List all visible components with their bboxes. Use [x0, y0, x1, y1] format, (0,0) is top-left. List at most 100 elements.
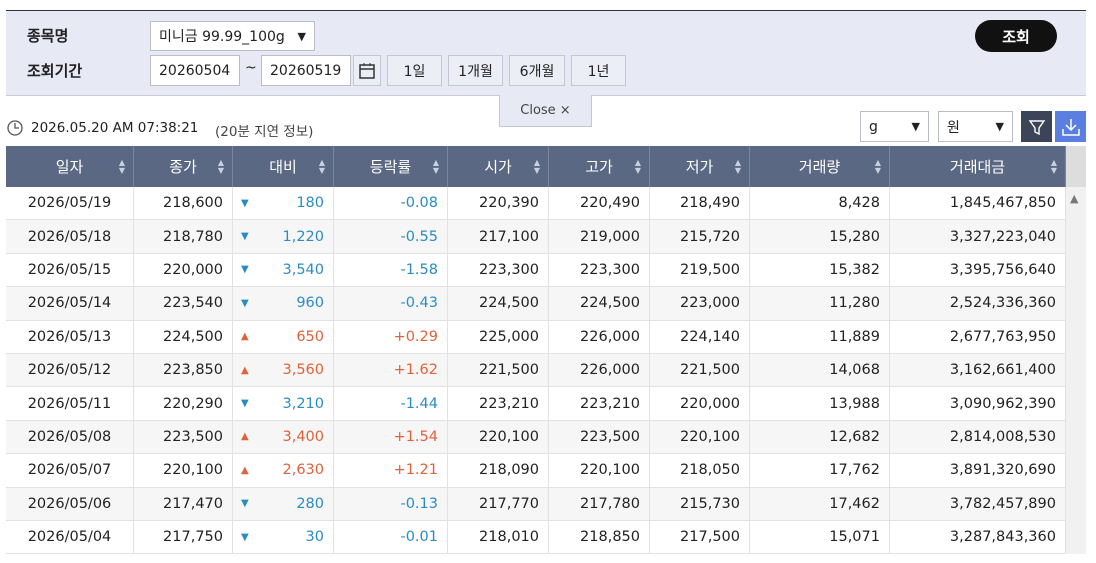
date-sep: ~ [245, 60, 257, 76]
filter-button[interactable] [1021, 111, 1052, 142]
table-cell: +1.62 [334, 354, 448, 387]
table-cell: 3,327,223,040 [890, 220, 1066, 253]
period-button[interactable]: 1개월 [448, 55, 503, 86]
header-cell[interactable]: 시가 ▲ ▼ [448, 146, 549, 187]
header-cell[interactable]: 종가 ▲ ▼ [134, 146, 233, 187]
table-cell: 223,000 [650, 287, 750, 320]
calendar-button[interactable] [353, 55, 381, 86]
table-cell: 217,470 [134, 487, 233, 520]
table-cell: 14,068 [750, 354, 890, 387]
close-tab[interactable]: Close × [499, 95, 592, 127]
table-cell: 217,100 [448, 220, 549, 253]
table-cell: 11,889 [750, 320, 890, 353]
table-cell: 3,400 [233, 420, 334, 454]
table-cell: 218,850 [549, 521, 650, 554]
direction-arrow: ▼ [241, 498, 249, 510]
item-select[interactable]: 미니금 99.99_100g ▼ [150, 21, 315, 51]
sort-icon: ▲ ▼ [432, 157, 439, 175]
sort-icon: ▲ ▼ [533, 157, 540, 175]
header-text: 고가 [585, 158, 613, 176]
table-cell: 3,782,457,890 [890, 487, 1066, 520]
table-cell: 223,210 [448, 387, 549, 420]
sort-icon: ▲ ▼ [874, 157, 881, 175]
period-button[interactable]: 6개월 [509, 55, 565, 86]
header-text: 저가 [685, 158, 714, 176]
header-text: 등락률 [369, 158, 412, 176]
table-row: 2026/05/07 220,100 ▲ 2,630 +1.21 218,090 220,1… [6, 454, 1066, 488]
header-cell[interactable]: 일자 ▲ ▼ [6, 146, 134, 187]
sort-icon: ▲ ▼ [318, 157, 325, 175]
table-cell: 224,140 [650, 320, 750, 353]
table-cell: 2,677,763,950 [890, 320, 1066, 353]
period-button[interactable]: 1년 [571, 55, 626, 86]
table-cell: 223,300 [549, 253, 650, 287]
header-cell[interactable]: 거래량 ▲ ▼ [750, 146, 890, 187]
table-cell: 17,762 [750, 454, 890, 487]
search-button[interactable]: 조회 [975, 20, 1057, 52]
direction-arrow: ▼ [241, 197, 249, 209]
direction-arrow: ▼ [241, 398, 249, 410]
header-cell[interactable]: 등락률 ▲ ▼ [334, 146, 448, 187]
period-button[interactable]: 1일 [387, 55, 442, 86]
download-button[interactable] [1055, 111, 1086, 142]
item-label: 종목명 [27, 27, 69, 45]
filter-icon [1028, 119, 1045, 135]
direction-arrow: ▲ [241, 364, 249, 376]
table-cell: 221,500 [448, 354, 549, 387]
header-text: 시가 [484, 158, 512, 176]
table-cell: 15,280 [750, 220, 890, 253]
header-cell[interactable]: 저가 ▲ ▼ [650, 146, 750, 187]
data-table: 일자 ▲ ▼ 종가 ▲ ▼ 대비 ▲ ▼ 등락률 ▲ ▼ 시가 ▲ ▼ 고가 ▲ ▼ 저가 ▲ ▼ 거래량 ▲ ▼ 거래대금 ▲ ▼… [6, 146, 1066, 555]
table-cell: 13,988 [750, 387, 890, 420]
table-cell: 220,490 [549, 187, 650, 220]
header-cell[interactable]: 고가 ▲ ▼ [549, 146, 650, 187]
header-text: 거래대금 [949, 158, 1006, 176]
table-cell: 217,780 [549, 487, 650, 520]
table-cell: 221,500 [650, 354, 750, 387]
table-cell: 3,540 [233, 253, 334, 287]
table-cell: 220,000 [650, 387, 750, 420]
table-cell: 15,382 [750, 253, 890, 287]
header-cell[interactable]: 대비 ▲ ▼ [233, 146, 334, 187]
item-select-text: 미니금 99.99_100g [159, 29, 285, 45]
unit-select[interactable]: g ▼ [860, 111, 929, 142]
table-cell: 217,770 [448, 487, 549, 520]
unit-text: g [869, 118, 878, 135]
table-cell: 2026/05/11 [6, 387, 134, 420]
table-cell: 223,850 [134, 354, 233, 387]
table-cell: 225,000 [448, 320, 549, 353]
table-cell: -0.13 [334, 487, 448, 520]
scrollbar[interactable]: ▲ [1066, 146, 1086, 554]
direction-arrow: ▼ [241, 297, 249, 309]
table-cell: 3,891,320,690 [890, 454, 1066, 487]
table-cell: 220,290 [134, 387, 233, 420]
table-cell: 1,220 [233, 220, 334, 253]
sort-icon: ▲ ▼ [734, 157, 741, 175]
calendar-icon [359, 62, 375, 79]
table-cell: 220,000 [134, 253, 233, 287]
table-cell: 280 [233, 487, 334, 520]
table-cell: 8,428 [750, 187, 890, 220]
table-cell: 3,210 [233, 387, 334, 420]
table-cell: 218,050 [650, 454, 750, 487]
table-cell: 218,600 [134, 187, 233, 220]
table-cell: 2026/05/14 [6, 287, 134, 320]
table-cell: 30 [233, 521, 334, 554]
table-cell: 12,682 [750, 420, 890, 454]
table-row: 2026/05/13 224,500 ▲ 650 +0.29 225,000 226,000… [6, 320, 1066, 354]
table-cell: 2026/05/12 [6, 354, 134, 387]
table-cell: 3,395,756,640 [890, 253, 1066, 287]
date-to[interactable]: 20260519 [261, 55, 351, 86]
table-row: 2026/05/08 223,500 ▲ 3,400 +1.54 220,100 223,5… [6, 420, 1066, 455]
currency-select[interactable]: 원 ▼ [938, 111, 1013, 142]
header-cell[interactable]: 거래대금 ▲ ▼ [890, 146, 1066, 187]
date-from[interactable]: 20260504 [150, 55, 240, 86]
table-cell: -0.01 [334, 521, 448, 554]
table-cell: 215,730 [650, 487, 750, 520]
table-cell: 223,300 [448, 253, 549, 287]
download-icon [1061, 118, 1080, 136]
table-cell: +1.54 [334, 420, 448, 454]
currency-text: 원 [947, 119, 960, 136]
table-cell: 3,090,962,390 [890, 387, 1066, 420]
direction-arrow: ▼ [241, 264, 249, 276]
